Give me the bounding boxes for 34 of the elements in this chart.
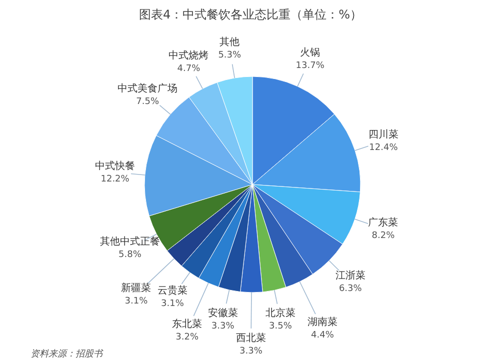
slice-label: 安徽菜	[208, 306, 238, 319]
slice-label: 西北菜	[236, 332, 266, 344]
data-label: 5.3%	[218, 50, 242, 60]
chart-title: 图表4：中式餐饮各业态比重（单位：%）	[138, 8, 362, 22]
slice-label: 火锅	[300, 46, 320, 59]
slice-label: 中式烧烤	[168, 50, 209, 62]
data-label: 3.3%	[211, 321, 235, 332]
slice-label: 北京菜	[265, 307, 296, 320]
data-label: 6.3%	[338, 284, 362, 294]
data-label: 4.7%	[177, 64, 201, 74]
data-label: 3.2%	[176, 332, 199, 343]
slice-label: 其他	[220, 36, 240, 48]
slice-label: 广东菜	[368, 216, 398, 228]
data-label: 5.8%	[118, 250, 142, 260]
slice-label: 新疆菜	[121, 282, 152, 294]
data-label: 3.3%	[240, 346, 263, 356]
data-label: 4.4%	[311, 330, 334, 340]
slice-label: 湖南菜	[307, 316, 338, 328]
slice-label: 四川菜	[368, 128, 398, 141]
data-label: 3.1%	[161, 298, 184, 309]
data-label: 13.7%	[296, 61, 325, 72]
slice-label: 云贵菜	[157, 284, 188, 296]
data-label: 8.2%	[372, 230, 396, 241]
data-label: 3.1%	[124, 296, 148, 306]
slice-label: 中式美食广场	[118, 82, 178, 94]
data-label: 3.5%	[269, 322, 292, 332]
data-label: 12.2%	[100, 174, 130, 184]
slice-label: 东北菜	[172, 318, 202, 330]
slice-label: 中式快餐	[95, 160, 136, 172]
slice-label: 其他中式正餐	[100, 235, 160, 248]
text: 资料来源：招股书	[30, 348, 104, 360]
data-label: 7.5%	[136, 96, 160, 107]
slice-label: 江浙菜	[335, 269, 366, 282]
data-label: 12.4%	[369, 143, 398, 154]
